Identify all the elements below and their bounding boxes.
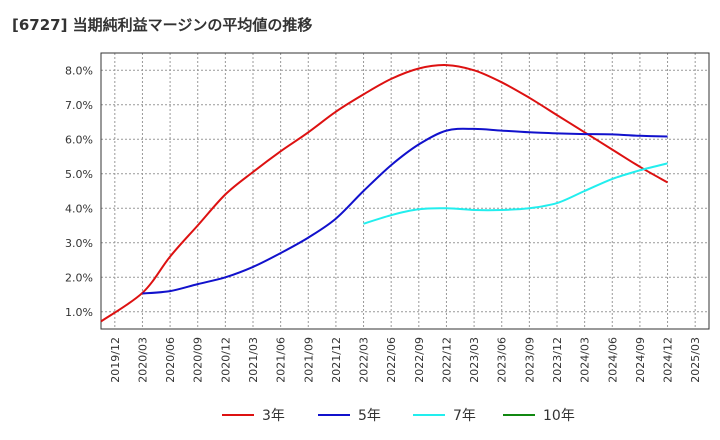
legend-label: 3年 — [262, 408, 285, 424]
x-tick-label: 2024/09 — [634, 337, 647, 383]
legend: 3年 5年 7年 10年 — [0, 400, 720, 430]
x-tick-label: 2021/06 — [275, 337, 288, 383]
x-tick-label: 2022/03 — [358, 337, 371, 383]
x-tick-label: 2021/09 — [302, 337, 315, 383]
legend-item: 10年 — [503, 406, 575, 424]
legend-swatch — [413, 414, 445, 416]
legend-swatch — [503, 414, 535, 416]
legend-label: 7年 — [453, 408, 476, 424]
series-layer — [100, 64, 668, 323]
y-axis-ticks: 1.0% 2.0% 3.0% 4.0% 5.0% 6.0% 7.0% 8.0% — [65, 64, 93, 319]
y-tick-label: 4.0% — [65, 202, 93, 215]
plot-frame — [100, 52, 710, 330]
x-tick-label: 2022/09 — [413, 337, 426, 383]
y-tick-label: 5.0% — [65, 168, 93, 181]
x-tick-label: 2023/12 — [551, 337, 564, 383]
x-tick-label: 2024/03 — [579, 337, 592, 383]
legend-item: 3年 — [222, 406, 285, 424]
y-tick-label: 7.0% — [65, 99, 93, 112]
x-tick-label: 2021/12 — [330, 337, 343, 383]
x-tick-label: 2023/06 — [496, 337, 509, 383]
legend-label: 5年 — [358, 408, 381, 424]
series-line-0 — [100, 64, 668, 323]
x-tick-label: 2023/09 — [523, 337, 536, 383]
x-tick-label: 2019/12 — [109, 337, 122, 383]
legend-swatch — [318, 414, 350, 416]
x-tick-label: 2024/12 — [662, 337, 675, 383]
x-tick-label: 2020/03 — [136, 337, 149, 383]
series-line-2 — [363, 162, 668, 225]
x-tick-label: 2020/12 — [219, 337, 232, 383]
x-tick-label: 2023/03 — [468, 337, 481, 383]
y-tick-label: 2.0% — [65, 271, 93, 284]
x-tick-label: 2020/09 — [192, 337, 205, 383]
chart-title: [6727] 当期純利益マージンの平均値の推移 — [12, 16, 313, 34]
x-tick-label: 2022/06 — [385, 337, 398, 383]
legend-item: 5年 — [318, 406, 381, 424]
y-tick-label: 6.0% — [65, 133, 93, 146]
x-tick-label: 2025/03 — [689, 337, 702, 383]
legend-item: 7年 — [413, 406, 476, 424]
y-tick-label: 3.0% — [65, 237, 93, 250]
y-tick-label: 8.0% — [65, 64, 93, 77]
x-tick-label: 2022/12 — [440, 337, 453, 383]
x-tick-label: 2021/03 — [247, 337, 260, 383]
series-line-1 — [142, 127, 668, 295]
legend-label: 10年 — [543, 408, 575, 424]
x-tick-label: 2024/06 — [606, 337, 619, 383]
grid-layer — [101, 53, 709, 329]
x-axis-ticks: 2019/12 2020/03 2020/06 2020/09 2020/12 2021/… — [109, 337, 702, 383]
legend-swatch — [222, 414, 254, 416]
y-tick-label: 1.0% — [65, 306, 93, 319]
x-tick-label: 2020/06 — [164, 337, 177, 383]
